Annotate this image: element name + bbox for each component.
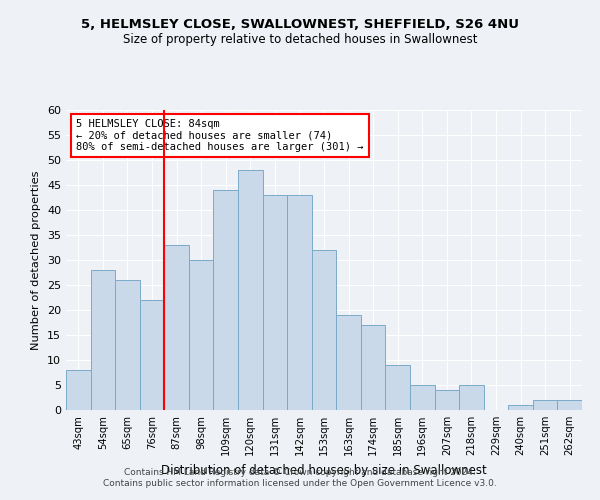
Bar	[287, 195, 312, 410]
Bar	[533, 400, 557, 410]
Bar	[410, 385, 434, 410]
X-axis label: Distribution of detached houses by size in Swallownest: Distribution of detached houses by size …	[161, 464, 487, 476]
Bar	[336, 315, 361, 410]
Bar	[361, 325, 385, 410]
Bar	[557, 400, 582, 410]
Bar	[508, 405, 533, 410]
Text: Contains HM Land Registry data © Crown copyright and database right 2024.
Contai: Contains HM Land Registry data © Crown c…	[103, 468, 497, 487]
Bar	[164, 245, 189, 410]
Bar	[91, 270, 115, 410]
Bar	[214, 190, 238, 410]
Bar	[434, 390, 459, 410]
Bar	[459, 385, 484, 410]
Text: 5, HELMSLEY CLOSE, SWALLOWNEST, SHEFFIELD, S26 4NU: 5, HELMSLEY CLOSE, SWALLOWNEST, SHEFFIEL…	[81, 18, 519, 30]
Bar	[66, 370, 91, 410]
Bar	[140, 300, 164, 410]
Text: 5 HELMSLEY CLOSE: 84sqm
← 20% of detached houses are smaller (74)
80% of semi-de: 5 HELMSLEY CLOSE: 84sqm ← 20% of detache…	[76, 119, 364, 152]
Y-axis label: Number of detached properties: Number of detached properties	[31, 170, 41, 350]
Bar	[312, 250, 336, 410]
Bar	[385, 365, 410, 410]
Bar	[189, 260, 214, 410]
Bar	[238, 170, 263, 410]
Text: Size of property relative to detached houses in Swallownest: Size of property relative to detached ho…	[123, 32, 477, 46]
Bar	[115, 280, 140, 410]
Bar	[263, 195, 287, 410]
